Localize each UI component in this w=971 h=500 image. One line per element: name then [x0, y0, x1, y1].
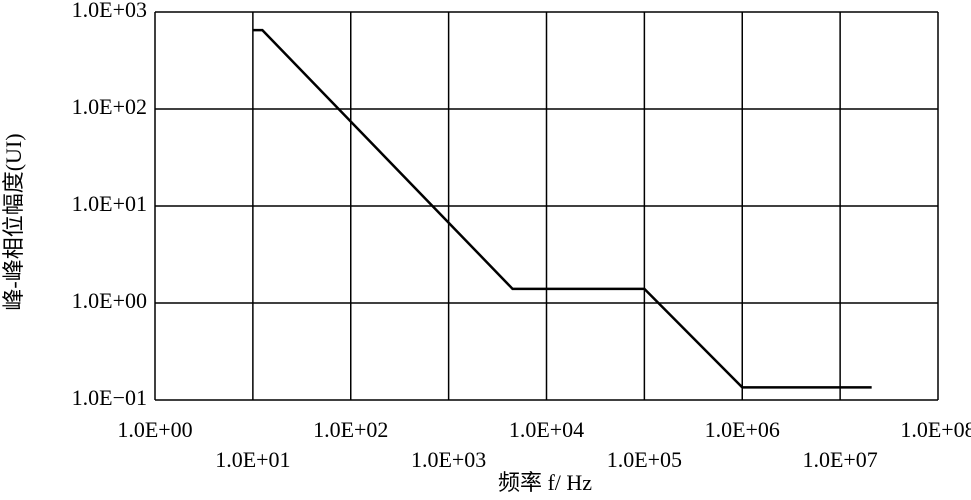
- x-tick-label: 1.0E+03: [411, 447, 486, 472]
- x-tick-label: 1.0E+07: [802, 447, 877, 472]
- y-tick-label: 1.0E+03: [72, 0, 147, 22]
- y-tick-label: 1.0E−01: [72, 385, 147, 410]
- x-tick-label: 1.0E+00: [117, 417, 192, 442]
- x-tick-label: 1.0E+02: [313, 417, 388, 442]
- x-axis-label: 频率 f/ Hz: [498, 470, 592, 495]
- x-tick-label: 1.0E+06: [705, 417, 780, 442]
- y-tick-label: 1.0E+02: [72, 94, 147, 119]
- y-tick-label: 1.0E+00: [72, 288, 147, 313]
- y-axis-label: 峰-峰相位幅度(UI): [1, 133, 26, 310]
- x-tick-label: 1.0E+01: [215, 447, 290, 472]
- x-tick-label: 1.0E+08: [900, 417, 971, 442]
- data-line: [252, 28, 872, 389]
- x-tick-label: 1.0E+05: [607, 447, 682, 472]
- y-tick-label: 1.0E+01: [72, 191, 147, 216]
- x-tick-label: 1.0E+04: [509, 417, 584, 442]
